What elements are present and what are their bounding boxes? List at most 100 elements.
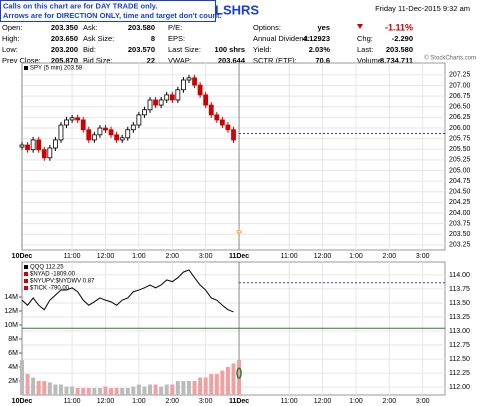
y-tick-label: 207.00 xyxy=(449,82,471,89)
volume-bar xyxy=(153,384,158,395)
panels: 203.25 203.50 203.75 204.00 204.25 204.50 204.… xyxy=(4,62,471,405)
y-tick-label: 206.25 xyxy=(449,114,471,121)
legend-label: $NYAD -1809.00 xyxy=(30,272,76,278)
x-tick-label: 10Dec xyxy=(12,253,33,260)
x-tick-label: 12:00 xyxy=(97,253,115,260)
y-tick-label: 205.25 xyxy=(449,157,471,164)
volume-bar xyxy=(20,360,24,395)
x-tick-label: 12:00 xyxy=(97,398,115,405)
quote-value: -2.290 xyxy=(392,34,413,43)
y-tick-label: 113.00 xyxy=(449,328,470,335)
quote-label: Last Size: xyxy=(168,45,201,54)
volume-bar xyxy=(131,386,136,395)
quote-value: 205.870 xyxy=(51,56,78,65)
x-tick-label: 11:00 xyxy=(64,398,81,405)
plot-area xyxy=(21,62,446,251)
candle-body xyxy=(86,129,92,141)
volume-bar xyxy=(114,388,119,395)
candle-body xyxy=(119,137,125,141)
volume-bar xyxy=(64,386,69,395)
candle-body xyxy=(114,134,120,141)
quote-value: 70.6 xyxy=(315,56,330,65)
candle-body xyxy=(19,144,25,148)
candle-body xyxy=(158,99,164,106)
volume-bar xyxy=(36,381,41,395)
quote-value: 4.12923 xyxy=(303,34,330,43)
candle-body xyxy=(41,149,47,159)
y-tick-label: 206.00 xyxy=(449,125,471,132)
quote-table: Open: 203.350 Ask: 203.580 P/E: Options: yes -1… xyxy=(2,22,413,65)
quote-value: 203.570 xyxy=(128,45,155,54)
y-tick-label: 204.00 xyxy=(449,210,471,217)
x-tick-label: 10Dec xyxy=(12,398,33,405)
y-tick-label: 205.00 xyxy=(449,167,471,174)
volume-bar xyxy=(142,386,147,395)
candle-body xyxy=(97,127,103,136)
y2-tick-label: 2M xyxy=(8,378,18,385)
candle-body xyxy=(69,117,75,121)
quote-value: 203.644 xyxy=(218,56,246,65)
candle-body xyxy=(52,139,58,149)
volume-bar xyxy=(125,388,130,395)
legend-label: QQQ 112.25 xyxy=(30,265,64,271)
legend-label: SPY (5 min) 203.58 xyxy=(30,66,83,72)
y-tick-label: 114.00 xyxy=(449,272,470,279)
y-tick-label: 204.50 xyxy=(449,189,471,196)
candle-body xyxy=(142,109,147,116)
x-tick-label: 2:00 xyxy=(165,398,179,405)
volume-bar xyxy=(198,377,203,395)
x-tick-label: 2:00 xyxy=(165,253,179,260)
datetime: Friday 11-Dec-2015 9:32 am xyxy=(375,4,470,13)
volume-bar xyxy=(220,370,225,395)
volume-bar xyxy=(97,388,102,395)
candle-body xyxy=(103,127,108,131)
panel: 203.25 203.50 203.75 204.00 204.25 204.50 204.… xyxy=(12,62,471,260)
volume-bar xyxy=(231,363,236,395)
volume-bar xyxy=(120,388,125,395)
candle-body xyxy=(231,129,236,141)
y-tick-label: 203.75 xyxy=(449,220,471,227)
x-tick-label: 2:00 xyxy=(383,398,397,405)
quote-value: 8 xyxy=(151,34,155,43)
quote-label: VWAP: xyxy=(168,56,192,65)
candle-body xyxy=(108,129,114,136)
y-tick-label: 113.75 xyxy=(449,286,470,293)
y-tick-label: 113.25 xyxy=(449,314,470,321)
quote-value: 203.650 xyxy=(51,34,78,43)
x-tick-label: 12:00 xyxy=(314,253,332,260)
y-tick-label: 207.25 xyxy=(449,72,471,79)
quote-label: EPS: xyxy=(168,34,185,43)
y-tick-label: 112.50 xyxy=(449,356,470,363)
candle-body xyxy=(75,117,81,121)
candle-body xyxy=(125,129,131,139)
quote-value: -1.11% xyxy=(385,22,413,32)
x-tick-label: 11Dec xyxy=(229,253,249,260)
x-tick-label: 11:00 xyxy=(64,253,81,260)
candle-body xyxy=(169,94,175,101)
x-tick-label: 12:00 xyxy=(314,398,332,405)
x-tick-label: 3:00 xyxy=(199,398,213,405)
x-tick-label: 11Dec xyxy=(229,398,249,405)
last-price-marker xyxy=(236,367,242,379)
y-tick-label: 112.75 xyxy=(449,342,470,349)
candle-body xyxy=(164,94,170,101)
quote-value: 203.200 xyxy=(51,45,78,54)
volume-bar xyxy=(164,384,169,395)
x-tick-label: 1:00 xyxy=(349,253,363,260)
volume-bar xyxy=(42,381,47,395)
volume-bar xyxy=(175,381,180,395)
candle-body xyxy=(91,134,97,141)
notice-line: Calls on this chart are for DAY TRADE on… xyxy=(3,1,157,10)
volume-bar xyxy=(170,384,175,395)
volume-bar xyxy=(86,388,91,395)
y-tick-label: 206.75 xyxy=(449,93,471,100)
x-tick-label: 1:00 xyxy=(132,398,146,405)
x-tick-label: 2:00 xyxy=(383,253,397,260)
legend-swatch xyxy=(24,286,28,290)
quote-label: Prev Close: xyxy=(2,56,41,65)
candle-body xyxy=(225,124,231,131)
candle-body xyxy=(130,124,136,131)
volume-bar xyxy=(214,374,219,395)
watermark: © StockCharts.com xyxy=(424,55,476,62)
